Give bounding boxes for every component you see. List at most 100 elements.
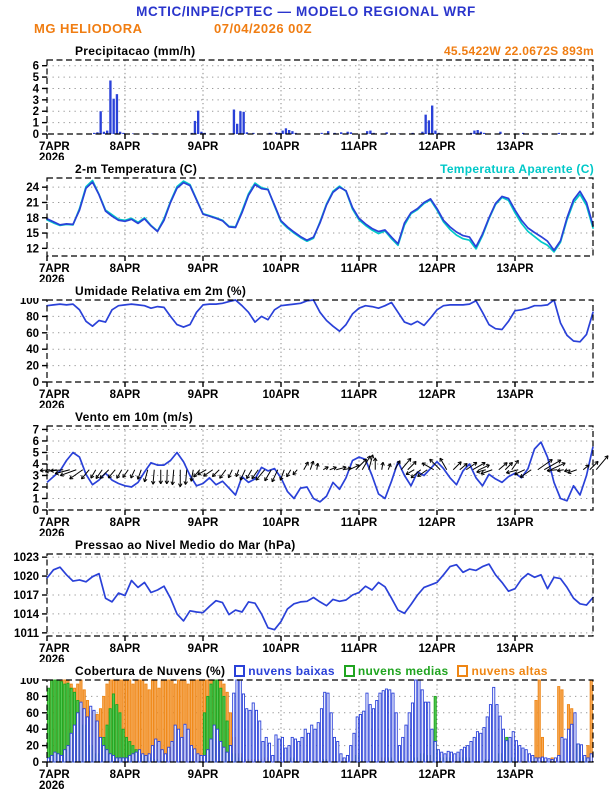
svg-text:13APR: 13APR [496, 263, 534, 275]
svg-text:1014: 1014 [13, 609, 39, 621]
svg-text:11APR: 11APR [341, 769, 378, 781]
svg-text:24: 24 [26, 182, 39, 194]
svg-text:7APR: 7APR [39, 517, 70, 529]
svg-text:9APR: 9APR [188, 769, 219, 781]
svg-text:5: 5 [33, 72, 40, 84]
svg-text:8APR: 8APR [110, 643, 141, 655]
svg-text:8APR: 8APR [110, 517, 141, 529]
svg-text:10APR: 10APR [262, 517, 300, 529]
svg-text:18: 18 [26, 213, 39, 225]
svg-text:1: 1 [33, 493, 40, 505]
svg-text:0: 0 [33, 505, 39, 517]
svg-text:4: 4 [33, 459, 40, 471]
precipitation-title: Precipitacao (mm/h) [75, 44, 196, 58]
station-name: MG HELIODORA [34, 21, 143, 36]
svg-text:9APR: 9APR [188, 517, 219, 529]
svg-text:9APR: 9APR [188, 263, 219, 275]
run-datetime: 07/04/2026 00Z [214, 21, 313, 36]
low-clouds-label: nuvens baixas [248, 664, 335, 678]
wind-title: Vento em 10m (m/s) [75, 410, 194, 424]
high-clouds-label: nuvens altas [471, 664, 548, 678]
low-clouds-swatch-icon [234, 665, 246, 677]
svg-text:8APR: 8APR [110, 769, 141, 781]
station-coordinates: 45.5422W 22.0672S 893m [443, 44, 594, 58]
svg-text:10APR: 10APR [262, 389, 300, 401]
svg-text:10APR: 10APR [262, 141, 300, 153]
svg-text:13APR: 13APR [496, 769, 534, 781]
svg-text:9APR: 9APR [188, 389, 219, 401]
svg-text:2: 2 [33, 482, 39, 494]
apparent-temperature-legend: Temperatura Aparente (C) [440, 162, 594, 176]
svg-text:1: 1 [33, 118, 40, 130]
svg-text:6: 6 [33, 436, 39, 448]
svg-text:0: 0 [33, 757, 39, 769]
svg-text:2026: 2026 [39, 152, 65, 160]
svg-text:11APR: 11APR [341, 141, 378, 153]
svg-text:9APR: 9APR [188, 643, 219, 655]
svg-text:2026: 2026 [39, 528, 65, 536]
cloud-cover-title: Cobertura de Nuvens (%) [75, 664, 226, 678]
svg-text:2: 2 [33, 106, 39, 118]
svg-text:12APR: 12APR [418, 263, 456, 275]
svg-text:8APR: 8APR [110, 389, 141, 401]
svg-text:11APR: 11APR [341, 643, 378, 655]
panel-precipitation: Precipitacao (mm/h) 45.5422W 22.0672S 89… [0, 42, 612, 160]
mid-clouds-label: nuvens medias [357, 664, 449, 678]
svg-text:10APR: 10APR [262, 643, 300, 655]
panel-pressure: Pressao ao Nivel Medio do Mar (hPa) 1011… [0, 536, 612, 662]
svg-text:13APR: 13APR [496, 141, 534, 153]
svg-text:12: 12 [26, 243, 39, 255]
svg-text:1020: 1020 [13, 571, 39, 583]
legend-low-clouds: nuvens baixas [234, 664, 335, 678]
svg-text:13APR: 13APR [496, 517, 534, 529]
panel-cloud-cover: Cobertura de Nuvens (%) nuvens baixas nu… [0, 662, 612, 792]
svg-text:2026: 2026 [39, 780, 65, 792]
svg-text:100: 100 [20, 298, 39, 307]
mid-clouds-swatch-icon [343, 665, 355, 677]
svg-text:13APR: 13APR [496, 643, 534, 655]
svg-text:8APR: 8APR [110, 263, 141, 275]
svg-text:13APR: 13APR [496, 389, 534, 401]
svg-text:0: 0 [33, 129, 39, 141]
svg-text:15: 15 [26, 228, 39, 240]
svg-text:12APR: 12APR [418, 643, 456, 655]
panel-temperature: 2-m Temperatura (C) Temperatura Aparente… [0, 160, 612, 282]
svg-text:2026: 2026 [39, 654, 65, 662]
svg-text:5: 5 [33, 447, 40, 459]
high-clouds-swatch-icon [457, 665, 469, 677]
svg-text:10APR: 10APR [262, 263, 300, 275]
svg-text:12APR: 12APR [418, 517, 456, 529]
svg-text:20: 20 [26, 361, 39, 373]
svg-text:1017: 1017 [13, 590, 39, 602]
svg-text:7APR: 7APR [39, 389, 70, 401]
svg-text:3: 3 [33, 470, 39, 482]
svg-text:1011: 1011 [14, 628, 40, 640]
svg-text:2026: 2026 [39, 400, 65, 408]
svg-text:7APR: 7APR [39, 769, 70, 781]
svg-text:0: 0 [33, 377, 39, 389]
svg-text:6: 6 [33, 61, 39, 73]
panel-wind: Vento em 10m (m/s) 0 1 2 3 4 5 6 7 7APR 2026 8APR 9… [0, 408, 612, 536]
svg-text:80: 80 [26, 691, 39, 703]
svg-text:1023: 1023 [13, 552, 39, 564]
svg-text:11APR: 11APR [341, 517, 378, 529]
svg-text:10APR: 10APR [262, 769, 300, 781]
svg-text:11APR: 11APR [341, 263, 378, 275]
svg-text:20: 20 [26, 741, 39, 753]
legend-high-clouds: nuvens altas [457, 664, 547, 678]
svg-text:12APR: 12APR [418, 769, 456, 781]
svg-text:100: 100 [20, 678, 39, 687]
svg-text:12APR: 12APR [418, 389, 456, 401]
svg-text:60: 60 [26, 708, 39, 720]
svg-text:7APR: 7APR [39, 141, 70, 153]
pressure-title: Pressao ao Nivel Medio do Mar (hPa) [75, 538, 296, 552]
svg-text:11APR: 11APR [341, 389, 378, 401]
svg-text:8APR: 8APR [110, 141, 141, 153]
svg-text:40: 40 [26, 344, 39, 356]
svg-text:60: 60 [26, 328, 39, 340]
svg-text:7: 7 [33, 424, 39, 436]
